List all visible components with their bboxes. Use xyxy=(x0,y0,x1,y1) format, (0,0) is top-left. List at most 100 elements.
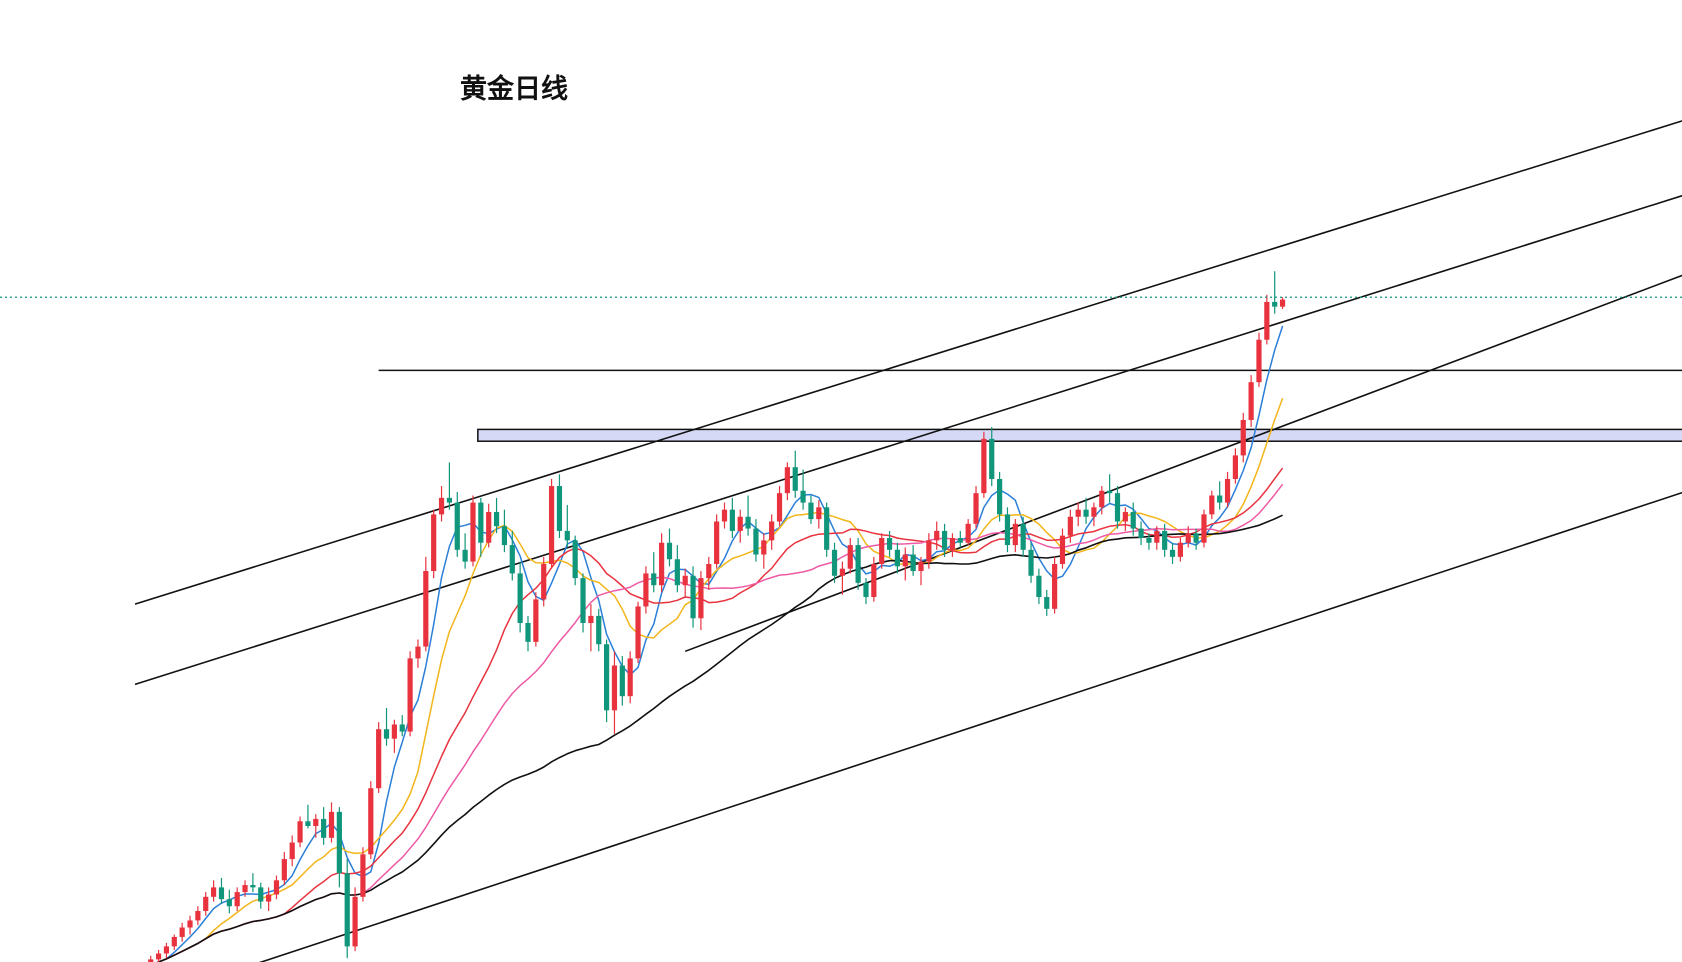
candle-body xyxy=(1224,478,1231,503)
candle-body xyxy=(297,821,303,843)
candle-body xyxy=(1185,533,1191,543)
candle-body xyxy=(1083,509,1089,517)
candle-body xyxy=(635,606,641,659)
candle xyxy=(1091,502,1097,527)
candle-body xyxy=(148,959,154,962)
candle-body xyxy=(894,549,901,567)
trendlines-layer xyxy=(134,120,1682,962)
candle-body xyxy=(155,953,162,960)
candle xyxy=(187,915,193,935)
candle-body xyxy=(847,545,853,569)
candle xyxy=(297,816,303,848)
candle xyxy=(1177,538,1183,562)
candle xyxy=(1059,528,1066,569)
candle xyxy=(596,608,602,652)
candle-body xyxy=(415,646,421,659)
candle xyxy=(1107,474,1113,503)
candle xyxy=(305,804,311,829)
resistance-zone-layer xyxy=(477,428,1682,442)
candle-body xyxy=(541,563,547,600)
candle xyxy=(336,807,342,888)
candle-body xyxy=(399,724,405,732)
candle-body xyxy=(250,885,256,888)
candle-body xyxy=(266,894,272,902)
candle-body xyxy=(934,530,940,541)
candle-body xyxy=(604,644,610,711)
candle-body xyxy=(1036,575,1042,598)
candle xyxy=(973,486,979,529)
candle-body xyxy=(714,521,720,564)
candle-body xyxy=(1209,495,1215,515)
candle-body xyxy=(431,514,437,572)
candle-body xyxy=(973,493,979,524)
candle xyxy=(1028,542,1034,583)
candle xyxy=(226,889,232,914)
candle-body xyxy=(289,842,295,860)
candle-body xyxy=(753,528,759,555)
candle xyxy=(1083,497,1089,524)
candle xyxy=(211,880,217,902)
candle xyxy=(800,469,806,510)
candle-body xyxy=(831,549,838,576)
candle-body xyxy=(1130,512,1136,529)
candle-body xyxy=(1264,301,1270,340)
candle xyxy=(533,592,539,647)
candle-body xyxy=(737,516,743,531)
candle xyxy=(1130,502,1136,536)
candle xyxy=(313,814,319,838)
candle-body xyxy=(981,438,987,494)
candle xyxy=(934,521,940,550)
candle xyxy=(1248,375,1254,428)
candle-body xyxy=(1217,495,1223,503)
candle xyxy=(902,547,908,581)
candle xyxy=(847,538,853,574)
candle xyxy=(1052,556,1058,614)
candle xyxy=(352,887,358,952)
candle-body xyxy=(659,542,665,586)
candle-body xyxy=(360,854,366,897)
candle-body xyxy=(792,467,798,491)
candle xyxy=(816,500,822,529)
candle-body xyxy=(163,946,170,954)
candle-body xyxy=(1099,490,1105,508)
candle-body xyxy=(234,892,240,907)
candle-body xyxy=(1201,514,1207,543)
candle xyxy=(1272,271,1278,314)
candle xyxy=(965,519,971,546)
candle-body xyxy=(376,729,382,789)
candle xyxy=(1162,523,1168,557)
candle xyxy=(721,502,728,529)
candle-body xyxy=(596,615,602,645)
candle xyxy=(470,495,476,567)
candle-body xyxy=(1248,382,1254,420)
candle xyxy=(1185,526,1191,548)
candle-body xyxy=(698,578,704,619)
candle xyxy=(438,486,445,522)
candle xyxy=(1114,486,1121,529)
candle-body xyxy=(501,526,508,546)
candle-body xyxy=(281,859,287,881)
candle xyxy=(478,497,484,557)
candle-body xyxy=(1240,419,1246,456)
candle xyxy=(627,651,633,704)
candle-body xyxy=(1154,530,1160,543)
candle xyxy=(957,530,963,548)
candle xyxy=(1044,589,1050,616)
candle xyxy=(328,802,335,843)
candle-body xyxy=(1272,301,1278,307)
ma10-line xyxy=(156,397,1284,962)
candle-body xyxy=(1122,512,1128,522)
candle-body xyxy=(1138,528,1144,538)
ma20-line xyxy=(156,467,1284,962)
candle xyxy=(454,491,460,557)
candle-body xyxy=(470,502,476,562)
candles-layer xyxy=(148,271,1286,962)
candle xyxy=(1193,528,1199,550)
candle xyxy=(871,556,877,602)
candle-body xyxy=(855,545,861,583)
candle xyxy=(839,561,845,595)
candle-body xyxy=(1091,507,1097,517)
candle xyxy=(171,934,177,950)
candle xyxy=(611,651,618,734)
candle-body xyxy=(1020,523,1026,550)
